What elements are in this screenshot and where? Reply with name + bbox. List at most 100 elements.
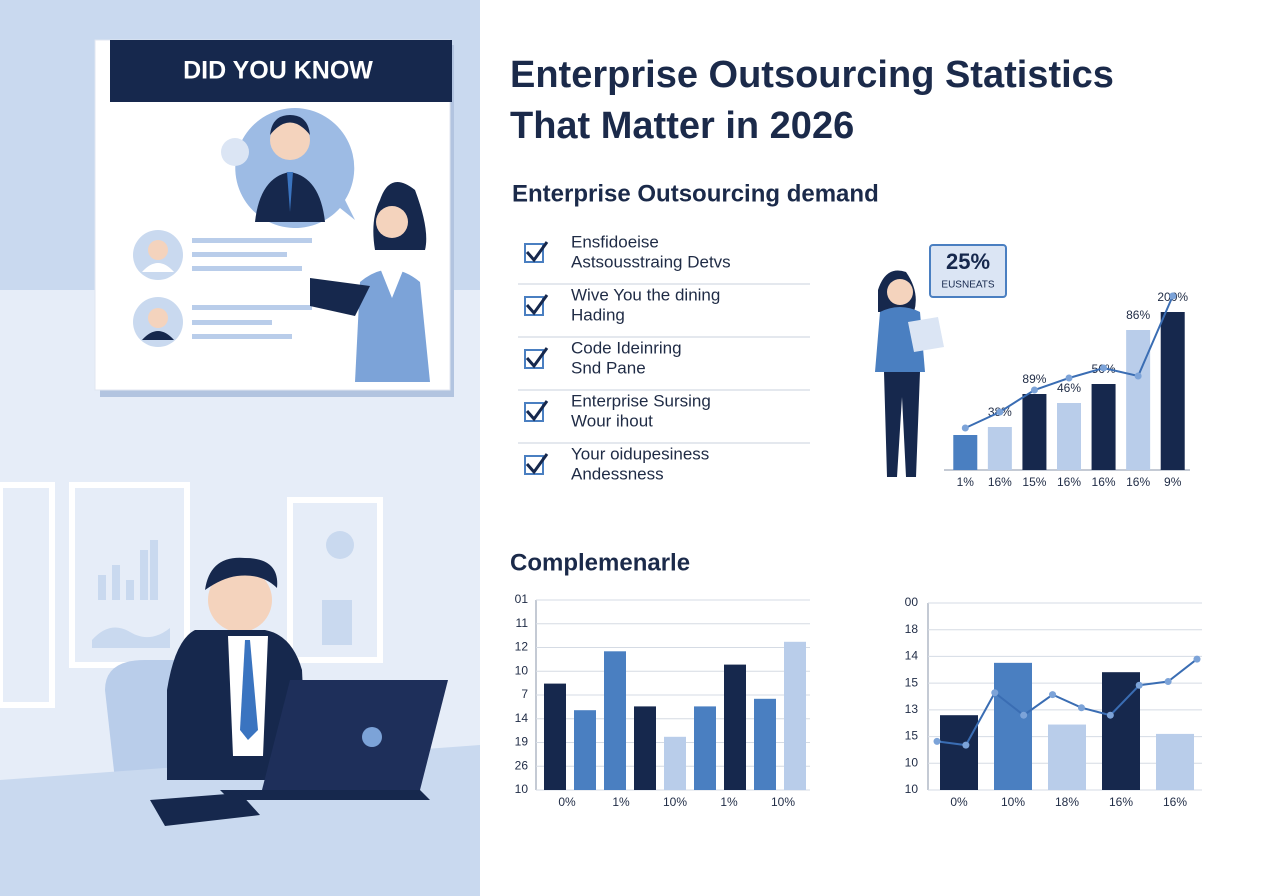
check-mark <box>525 453 549 475</box>
bar <box>1091 384 1116 470</box>
point-label: 46% <box>1057 381 1081 395</box>
bar <box>574 710 596 790</box>
bar <box>754 698 776 790</box>
bar <box>604 651 626 790</box>
bar <box>664 736 686 790</box>
x-tick-label: 1% <box>612 795 630 809</box>
trend-point <box>1077 704 1085 712</box>
y-tick-label: 14 <box>905 649 919 663</box>
trend-point <box>1106 711 1114 719</box>
item-line-1: Your oidupesiness <box>571 444 709 463</box>
x-tick-label: 0% <box>950 795 968 809</box>
trend-line <box>936 658 1198 747</box>
trend-point <box>996 408 1004 416</box>
y-tick-label: 10 <box>515 782 529 796</box>
x-tick-label: 16% <box>1126 475 1150 489</box>
item-line-1: Enterprise Sursing <box>571 391 711 410</box>
bar <box>1057 403 1081 470</box>
card-illustration <box>133 108 430 382</box>
x-tick-label: 0% <box>558 795 576 809</box>
charts: 38%89%46%56%86%200%1%16%15%16%16%16%9%01… <box>515 290 1202 809</box>
card-title: DID YOU KNOW <box>183 57 373 85</box>
trend-point <box>1134 372 1142 380</box>
x-tick-label: 1% <box>720 795 738 809</box>
trend-point <box>933 737 941 745</box>
y-tick-label: 26 <box>515 758 529 772</box>
y-tick-label: 19 <box>515 735 529 749</box>
trend-point <box>1164 678 1172 686</box>
y-tick-label: 14 <box>515 711 529 725</box>
x-tick-label: 16% <box>1163 795 1187 809</box>
trend-point <box>1135 681 1143 689</box>
item-line-2: Hading <box>571 305 625 324</box>
title-line-1: Enterprise Outsourcing Statistics <box>510 54 1114 96</box>
x-tick-label: 15% <box>1022 475 1046 489</box>
item-line-1: Wive You the dining <box>571 285 720 304</box>
section-heading: Complemenarle <box>510 549 690 576</box>
check-mark <box>525 400 549 422</box>
presenter-illustration <box>875 270 944 477</box>
x-tick-label: 18% <box>1055 795 1079 809</box>
trend-point <box>962 741 970 749</box>
bar <box>1156 733 1194 790</box>
y-tick-label: 15 <box>905 729 919 743</box>
check-mark <box>525 241 549 263</box>
trend-point <box>1065 374 1073 382</box>
y-tick-label: 00 <box>905 595 919 609</box>
y-tick-label: 15 <box>905 675 919 689</box>
bar <box>544 683 566 790</box>
bar <box>724 664 746 790</box>
check-mark <box>525 294 549 316</box>
x-tick-label: 16% <box>1057 475 1081 489</box>
item-line-2: Andessness <box>571 464 664 483</box>
y-tick-label: 18 <box>905 622 919 636</box>
y-tick-label: 13 <box>905 702 919 716</box>
x-tick-label: 9% <box>1164 475 1182 489</box>
x-tick-label: 10% <box>663 795 687 809</box>
badge-value: 25% <box>946 249 990 274</box>
bar <box>1022 394 1047 470</box>
item-line-2: Snd Pane <box>571 358 646 377</box>
point-label: 89% <box>1022 372 1046 386</box>
y-tick-label: 11 <box>516 616 529 630</box>
y-tick-label: 01 <box>515 592 529 606</box>
trend-point <box>1100 364 1108 372</box>
trend-point <box>1030 386 1038 394</box>
trend-point <box>1049 691 1057 699</box>
y-tick-label: 10 <box>515 663 529 677</box>
trend-point <box>991 689 999 697</box>
trend-point <box>1193 655 1201 663</box>
badge-caption: EUSNEATS <box>941 280 994 291</box>
bar <box>784 641 806 790</box>
bar <box>694 706 716 790</box>
x-tick-label: 16% <box>988 475 1012 489</box>
trend-point <box>1020 711 1028 719</box>
x-tick-label: 16% <box>1109 795 1133 809</box>
x-tick-label: 10% <box>1001 795 1025 809</box>
point-label: 86% <box>1126 308 1150 322</box>
bar <box>1160 312 1185 470</box>
x-tick-label: 1% <box>957 475 975 489</box>
y-tick-label: 7 <box>521 687 528 701</box>
item-line-2: Wour ihout <box>571 411 653 430</box>
wall-chart <box>92 531 354 648</box>
x-tick-label: 10% <box>771 795 795 809</box>
title-line-2: That Matter in 2026 <box>510 105 854 147</box>
bar <box>1048 724 1086 790</box>
bar <box>940 715 978 790</box>
y-tick-label: 12 <box>515 640 529 654</box>
badge <box>929 244 1007 298</box>
trend-point <box>1169 292 1177 300</box>
item-line-1: Code Ideinring <box>571 338 682 357</box>
card-header <box>110 40 452 102</box>
y-tick-label: 10 <box>905 782 919 796</box>
bar <box>953 435 978 470</box>
x-tick-label: 16% <box>1092 475 1116 489</box>
section-heading: Enterprise Outsourcing demand <box>512 180 879 207</box>
item-line-2: Astsousstraing Detvs <box>571 252 731 271</box>
bar <box>987 427 1012 470</box>
bar <box>634 706 656 790</box>
